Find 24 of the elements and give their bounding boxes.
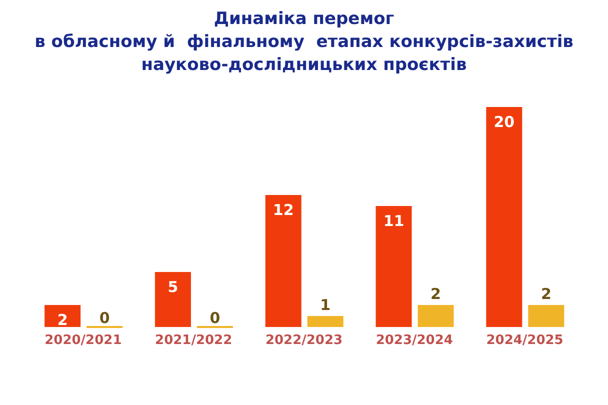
bar <box>307 316 344 327</box>
bar <box>154 272 191 327</box>
chart-title: Динаміка перемог в обласному й фінальному етапах конкурсів-захистів науково-дослідницьких проєктів <box>34 8 574 77</box>
data-label: 2 <box>540 285 552 303</box>
x-tick-label: 2024/2025 <box>486 333 564 348</box>
bar <box>376 206 412 327</box>
data-label: 20 <box>494 113 515 131</box>
data-label: 2 <box>430 285 441 303</box>
data-label: 11 <box>383 212 404 230</box>
data-label: 12 <box>272 201 294 219</box>
bar <box>528 305 564 327</box>
data-label: 2 <box>57 311 68 329</box>
data-label: 1 <box>320 296 331 314</box>
x-tick-label: 2022/2023 <box>265 333 343 348</box>
data-label: 0 <box>210 309 220 327</box>
data-label: 0 <box>99 309 110 327</box>
bar <box>265 195 302 327</box>
bar <box>418 305 454 327</box>
x-tick-label: 2020/2021 <box>44 333 122 348</box>
data-label: 5 <box>168 278 178 296</box>
bar <box>486 107 522 327</box>
x-tick-label: 2023/2024 <box>376 333 453 348</box>
bar <box>44 305 81 327</box>
x-tick-label: 2021/2022 <box>155 333 232 348</box>
